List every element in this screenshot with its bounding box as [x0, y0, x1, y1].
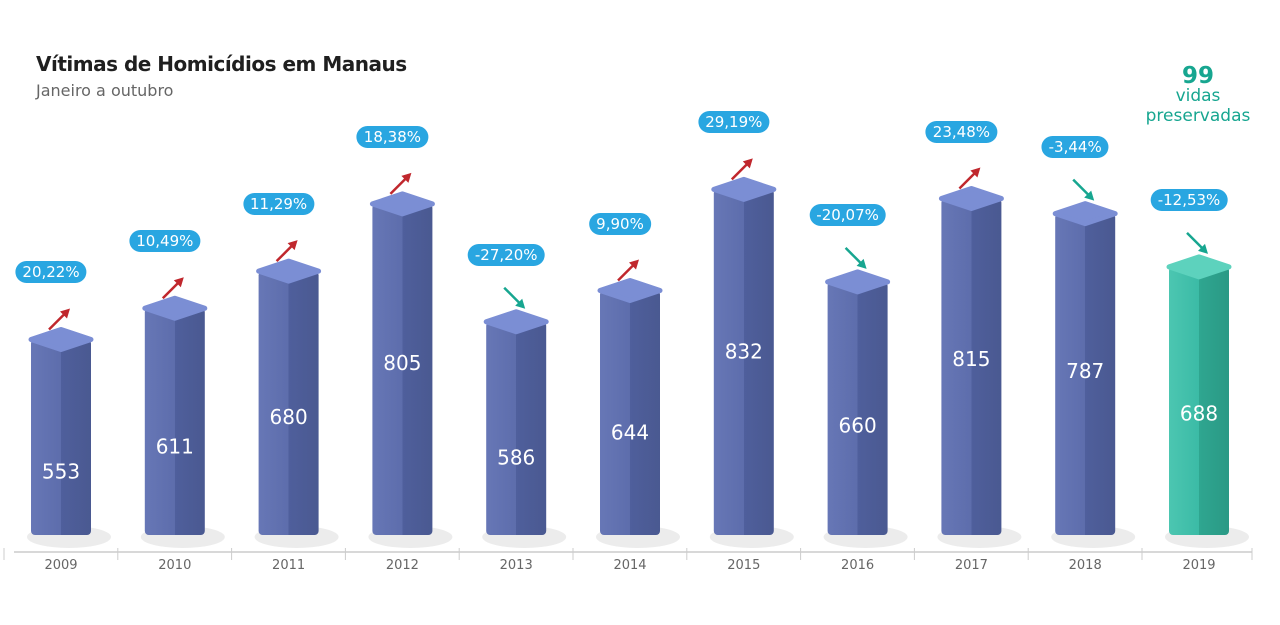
highlight-annotation: 99 vidas preservadas — [1136, 63, 1260, 127]
value-label: 611 — [156, 435, 194, 459]
highlight-text1: vidas — [1175, 86, 1221, 106]
bar-2018 — [1055, 213, 1116, 535]
arrow-up-icon-head — [629, 259, 639, 270]
arrow-up-icon-head — [970, 167, 981, 178]
year-label: 2015 — [727, 558, 760, 573]
arrow-up-icon-head — [742, 158, 753, 169]
arrow-up-icon-head — [173, 277, 184, 288]
change-pill: 20,22% — [15, 261, 87, 284]
year-label: 2017 — [955, 558, 988, 573]
bar-top-2014 — [597, 278, 663, 304]
value-label: 660 — [839, 414, 877, 438]
bar-2017 — [941, 198, 1002, 535]
value-label: 832 — [725, 340, 763, 364]
bar-2011 — [258, 271, 319, 535]
change-pill: 11,29% — [242, 193, 315, 216]
bar-2013 — [486, 321, 547, 535]
year-label: 2010 — [158, 558, 191, 573]
highlight-number: 99 — [1181, 63, 1214, 89]
arrow-up-icon-head — [287, 240, 298, 251]
bar-2015 — [713, 189, 774, 535]
chart-subtitle: Janeiro a outubro — [36, 81, 174, 100]
bar-top-2010 — [142, 295, 208, 321]
bar-2010 — [144, 308, 205, 535]
year-label: 2012 — [386, 558, 419, 573]
change-pill: -12,53% — [1150, 188, 1228, 211]
value-label: 644 — [611, 420, 649, 444]
value-label: 688 — [1180, 401, 1218, 425]
highlight-text2: preservadas — [1145, 106, 1251, 126]
change-pill: 9,90% — [589, 212, 651, 235]
year-label: 2013 — [500, 558, 533, 573]
arrow-up-icon-head — [60, 308, 70, 319]
bar-2012 — [372, 203, 433, 535]
change-pill: -27,20% — [467, 243, 545, 266]
arrow-down-icon-head — [856, 258, 867, 269]
chart-title: Vítimas de Homicídios em Manaus — [36, 52, 407, 76]
change-pill: 10,49% — [129, 230, 201, 253]
bar-top-2018 — [1052, 201, 1118, 227]
bar-top-2013 — [483, 309, 549, 335]
year-label: 2009 — [44, 558, 77, 573]
value-label: 815 — [952, 347, 990, 371]
change-pill: -3,44% — [1041, 135, 1109, 158]
bar-top-2019 — [1166, 254, 1232, 280]
bar-2009 — [31, 339, 91, 535]
arrow-down-icon-head — [515, 298, 526, 309]
year-label: 2011 — [272, 558, 305, 573]
year-label: 2018 — [1069, 558, 1102, 573]
change-pill: 18,38% — [356, 125, 428, 148]
year-label: 2014 — [613, 558, 646, 573]
bar-top-2016 — [825, 269, 891, 295]
year-label: 2019 — [1182, 558, 1215, 573]
bar-2019 — [1169, 266, 1229, 535]
change-pill: -20,07% — [809, 203, 886, 226]
bar-2016 — [827, 281, 888, 535]
bar-top-2009 — [28, 326, 94, 352]
value-label: 787 — [1066, 359, 1104, 383]
bar-top-2011 — [256, 258, 322, 284]
value-label: 680 — [270, 405, 308, 429]
bar-top-2017 — [938, 186, 1004, 212]
value-label: 805 — [383, 351, 421, 375]
change-pill: 23,48% — [925, 120, 997, 143]
bar-top-2015 — [711, 176, 777, 202]
value-label: 586 — [497, 445, 535, 469]
bar-top-2012 — [369, 191, 435, 217]
arrow-down-icon-head — [1198, 243, 1208, 254]
arrow-down-icon-head — [1084, 190, 1095, 201]
arrow-up-icon-head — [401, 172, 412, 183]
value-label: 553 — [42, 460, 80, 484]
bar-2014 — [600, 290, 660, 535]
change-pill: 29,19% — [698, 111, 770, 134]
year-label: 2016 — [841, 558, 874, 573]
